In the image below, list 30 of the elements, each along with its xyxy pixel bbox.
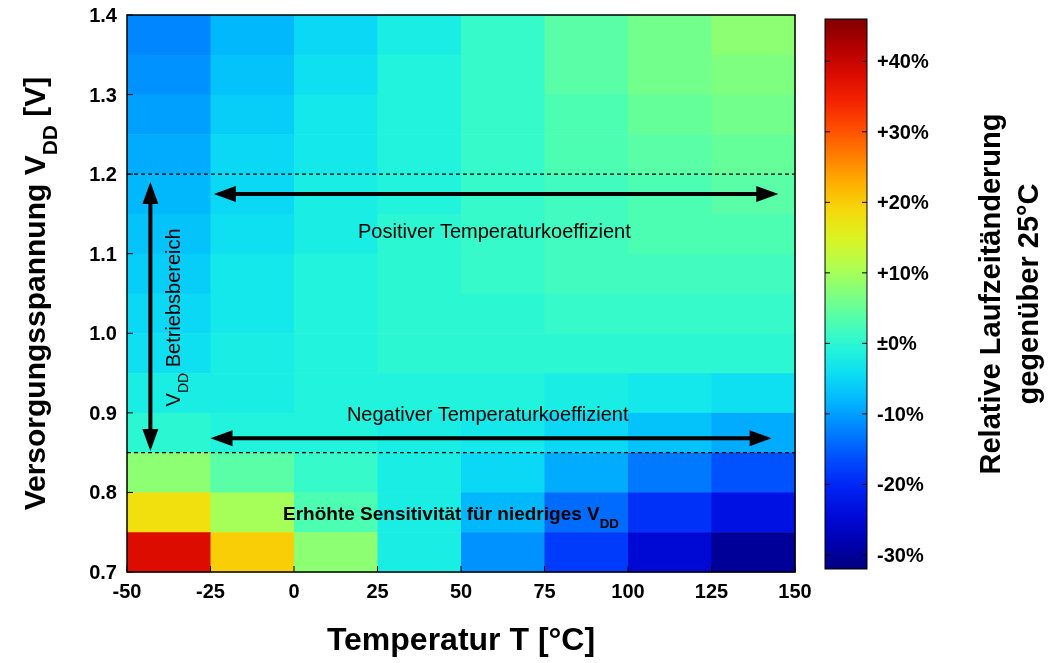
color-bar-label: +20% (877, 191, 929, 214)
x-tick-label: -25 (196, 580, 225, 602)
annotation: Erhöhte Sensitivität für niedriges V$_{DD}$ (283, 503, 620, 531)
y-tick-label: 1.3 (89, 83, 117, 106)
x-tick-label: 25 (366, 580, 389, 602)
y-tick-label: 0.9 (89, 401, 117, 424)
x-tick-label: 125 (694, 580, 729, 602)
x-tick-label: 75 (533, 580, 556, 602)
y-tick-label: 0.7 (89, 561, 117, 583)
x-tick-label: 150 (778, 580, 812, 602)
color-bar-label: ±0% (877, 332, 918, 355)
color-bar-label: -10% (877, 402, 924, 425)
x-axis-title: Temperatur T [°C] (326, 621, 596, 657)
y-tick-label: 1.4 (89, 4, 118, 26)
y-tick-label: 0.8 (89, 481, 117, 504)
color-bar-label: -30% (877, 543, 924, 566)
color-bar-label: -20% (877, 473, 924, 496)
x-tick-label: -50 (112, 580, 142, 602)
x-tick-label: 0 (288, 580, 300, 602)
color-bar-label: +40% (877, 50, 929, 73)
annotation: Negativer Temperaturkoeffizient (346, 402, 629, 425)
y-tick-label: 1.1 (89, 242, 117, 265)
annotation: Positiver Temperaturkoeffizient (358, 219, 632, 242)
y-tick-label: 1.2 (89, 163, 117, 186)
y-tick-label: 1.0 (89, 322, 117, 345)
x-tick-label: 100 (611, 580, 645, 602)
color-bar-title: Relative Laufzeitänderung gegenüber 25°C (974, 113, 1044, 475)
color-bar-label: +30% (877, 120, 929, 143)
color-bar-label: +10% (877, 261, 929, 284)
x-tick-label: 50 (449, 580, 473, 602)
